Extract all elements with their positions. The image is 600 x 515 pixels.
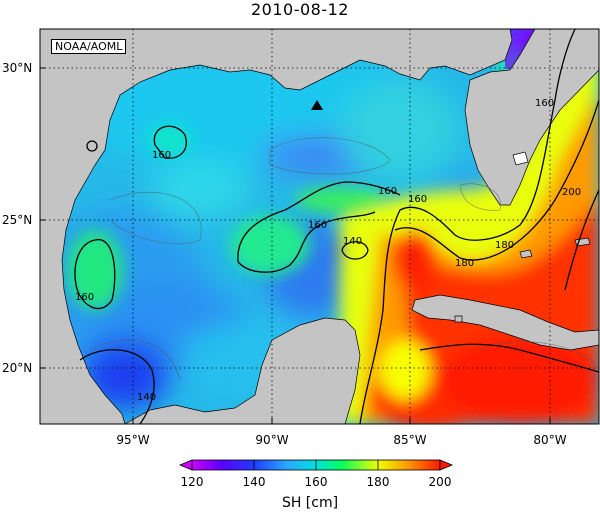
colorbar-title: SH [cm] xyxy=(281,495,339,511)
map-title: 2010-08-12 xyxy=(251,0,349,19)
lon-label: 95°W xyxy=(116,433,149,447)
contour-label: 160 xyxy=(308,220,327,231)
colorbar-tick: 120 xyxy=(181,475,204,489)
contour-label: 160 xyxy=(75,292,94,303)
lon-label: 90°W xyxy=(255,433,288,447)
triangle-marker xyxy=(311,100,323,110)
colorbar-tick: 180 xyxy=(367,475,390,489)
land-masses xyxy=(40,29,599,424)
contour-label: 140 xyxy=(137,392,156,403)
cuba xyxy=(411,294,599,351)
colorbar-tick: 160 xyxy=(305,475,328,489)
contour-label: 160 xyxy=(152,150,171,161)
lat-label: 30°N xyxy=(2,61,32,75)
credit-label: NOAA/AOML xyxy=(51,39,127,54)
florida-peninsula xyxy=(464,29,599,206)
contour-label: 160 xyxy=(535,98,554,109)
contour-label: 200 xyxy=(562,187,581,198)
colorbar-tick: 200 xyxy=(429,475,452,489)
contour-label: 160 xyxy=(408,194,427,205)
contour-label: 140 xyxy=(343,236,362,247)
colorbar: 120 140 160 180 200 xyxy=(178,459,454,489)
lat-label: 25°N xyxy=(2,213,32,227)
colorbar-tick: 140 xyxy=(243,475,266,489)
lon-label: 80°W xyxy=(533,433,566,447)
contour-label: 160 xyxy=(378,186,397,197)
map-frame xyxy=(39,28,600,425)
lon-label: 85°W xyxy=(393,433,426,447)
contour-lines xyxy=(74,29,599,424)
contour-label: 180 xyxy=(455,258,474,269)
contour-label: 180 xyxy=(495,240,514,251)
lat-label: 20°N xyxy=(2,361,32,375)
yucatan-peninsula xyxy=(124,317,361,424)
